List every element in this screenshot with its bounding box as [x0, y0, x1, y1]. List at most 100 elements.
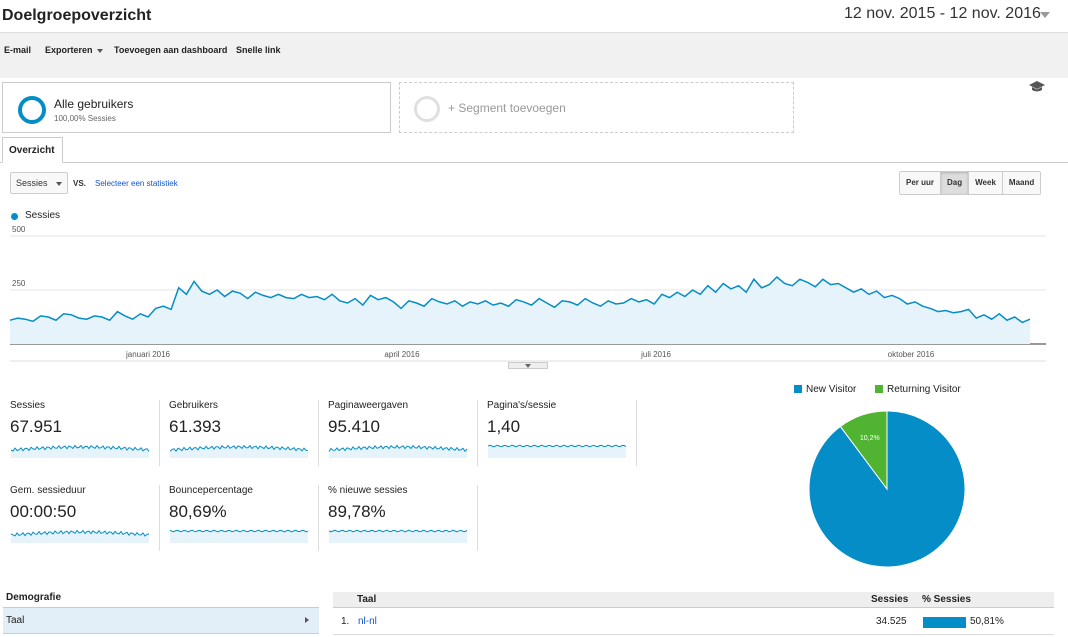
scorecard-value: 67.951 — [10, 417, 62, 436]
col-pct-sessions-header[interactable]: % Sessies — [922, 594, 971, 605]
x-tick-label: juli 2016 — [640, 350, 671, 359]
sessions-chart: 500 250 januari 2016 april 2016 juli 2016 okt… — [0, 205, 1068, 370]
date-range-picker[interactable]: 12 nov. 2015 - 12 nov. 2016 — [840, 3, 1056, 27]
sparkline-line — [328, 444, 468, 453]
row-rank: 1. — [341, 616, 350, 627]
pie-slice-label: 10,2% — [860, 435, 880, 442]
header: Doelgroepoverzicht 12 nov. 2015 - 12 nov… — [0, 0, 1068, 32]
chevron-right-icon — [305, 617, 309, 623]
scorecard-value: 1,40 — [487, 417, 521, 436]
y-tick-label: 250 — [12, 279, 26, 288]
pie-legend-new[interactable]: New Visitor — [794, 384, 856, 395]
scorecard-pageviews[interactable]: Paginaweergaven 95.410 — [328, 400, 478, 466]
sparkline-area — [11, 530, 149, 543]
sparkline — [328, 444, 468, 458]
sparkline — [328, 529, 468, 543]
sparkline — [487, 444, 627, 458]
export-label: Exporteren — [45, 45, 93, 55]
scorecard-value: 89,78% — [328, 502, 386, 521]
period-day-button[interactable]: Dag — [941, 172, 970, 194]
demographics-item-label: Taal — [6, 615, 25, 626]
legend-swatch — [794, 385, 802, 393]
sparkline-line — [10, 444, 150, 452]
chevron-down-icon — [96, 48, 103, 53]
chart-resize-handle[interactable] — [508, 362, 548, 369]
report-toolbar: E-mail Exporteren Toevoegen aan dashboar… — [0, 32, 1068, 78]
add-to-dashboard-button[interactable]: Toevoegen aan dashboard — [114, 45, 228, 55]
sparkline — [10, 529, 150, 543]
scorecard-value: 61.393 — [169, 417, 221, 436]
row-sessions: 34.525 — [876, 616, 907, 627]
period-month-button[interactable]: Maand — [1002, 172, 1041, 194]
chevron-down-icon — [1040, 12, 1050, 18]
export-button[interactable]: Exporteren — [45, 45, 103, 55]
page-title: Doelgroepoverzicht — [2, 7, 152, 24]
row-language-link[interactable]: nl-nl — [358, 616, 377, 627]
y-tick-label: 500 — [12, 225, 26, 234]
scorecard-label: Gebruikers — [169, 400, 218, 411]
shortcut-button[interactable]: Snelle link — [236, 45, 281, 55]
metric-select[interactable]: Sessies — [10, 172, 68, 194]
visitor-type-pie-chart: 89,8% 10,2% — [808, 410, 966, 570]
scorecard-pages-per-session[interactable]: Pagina's/sessie 1,40 — [487, 400, 637, 466]
series-line-sessies — [9, 275, 1031, 324]
row-pct-bar — [923, 617, 966, 628]
sparkline — [169, 529, 309, 543]
period-toggle: Per uur Dag Week Maand — [899, 171, 1042, 195]
metric-select-value: Sessies — [16, 178, 48, 188]
pie-slice-returning-visitor[interactable] — [839, 410, 888, 491]
segment-share: 100,00% Sessies — [54, 114, 116, 123]
date-range-text: 12 nov. 2015 - 12 nov. 2016 — [844, 5, 1041, 22]
x-tick-label: januari 2016 — [125, 350, 171, 359]
segment-name: Alle gebruikers — [54, 97, 134, 111]
segment-ring-icon — [18, 96, 46, 124]
sparkline-line — [328, 529, 468, 533]
sparkline — [10, 444, 150, 458]
segment-bar: Alle gebruikers 100,00% Sessies + Segmen… — [0, 78, 1068, 136]
scorecard-users[interactable]: Gebruikers 61.393 — [169, 400, 319, 466]
scorecard-label: Gem. sessieduur — [10, 485, 86, 496]
sparkline-line — [10, 529, 150, 537]
add-segment-button[interactable]: + Segment toevoegen — [399, 82, 794, 133]
demographics-item-language[interactable]: Taal — [3, 608, 319, 634]
sessions-line-chart: 500 250 januari 2016 april 2016 juli 2016 okt… — [9, 225, 1046, 362]
sparkline — [169, 444, 309, 458]
segment-placeholder-icon — [414, 96, 440, 122]
segment-all-users[interactable]: Alle gebruikers 100,00% Sessies — [2, 82, 391, 133]
pie-legend-label: Returning Visitor — [887, 384, 961, 395]
demographics-header: Demografie — [3, 592, 319, 608]
scorecard-label: Pagina's/sessie — [487, 400, 557, 411]
period-hour-button[interactable]: Per uur — [900, 172, 942, 194]
scorecard-value: 80,69% — [169, 502, 227, 521]
email-button[interactable]: E-mail — [4, 45, 32, 55]
scorecard-new-sessions[interactable]: % nieuwe sessies 89,78% — [328, 485, 478, 551]
add-segment-label: + Segment toevoegen — [448, 101, 566, 115]
legend-marker — [11, 213, 18, 220]
table-row: 1. nl-nl 34.525 50,81% — [333, 609, 1054, 635]
col-language-header[interactable]: Taal — [357, 594, 377, 605]
table-header: Taal Sessies % Sessies — [333, 592, 1054, 608]
x-tick-label: april 2016 — [384, 350, 420, 359]
bottom-report: Demografie Taal Taal Sessies % Sessies 1… — [0, 590, 1068, 637]
col-sessions-header[interactable]: Sessies — [871, 594, 909, 605]
scorecard-value: 00:00:50 — [10, 502, 77, 521]
period-week-button[interactable]: Week — [969, 172, 1003, 194]
vs-label: VS. — [73, 179, 86, 188]
select-statistic-link[interactable]: Selecteer een statistiek — [95, 179, 178, 188]
scorecard-sessions[interactable]: Sessies 67.951 — [10, 400, 160, 466]
scorecard-avg-session-duration[interactable]: Gem. sessieduur 00:00:50 — [10, 485, 160, 551]
legend-label: Sessies — [25, 210, 61, 221]
pie-legend-returning[interactable]: Returning Visitor — [875, 384, 961, 395]
sparkline-area — [329, 445, 467, 458]
x-tick-label: oktober 2016 — [888, 350, 935, 359]
scorecard-bounce-rate[interactable]: Bouncepercentage 80,69% — [169, 485, 319, 551]
row-pct: 50,81% — [970, 616, 1004, 627]
sparkline-line — [487, 444, 627, 448]
sparkline-line — [169, 529, 309, 533]
tab-overview[interactable]: Overzicht — [2, 137, 63, 163]
graduation-cap-icon[interactable] — [1028, 80, 1046, 94]
pie-legend-label: New Visitor — [806, 384, 857, 395]
pie-slice-new-visitor[interactable] — [808, 410, 966, 568]
tab-bar: Overzicht — [0, 137, 1068, 163]
legend-swatch — [875, 385, 883, 393]
